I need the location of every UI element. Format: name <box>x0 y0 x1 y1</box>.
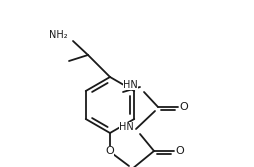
Text: O: O <box>176 146 184 156</box>
Text: HN: HN <box>119 122 134 132</box>
Text: HN: HN <box>123 80 138 90</box>
Text: NH₂: NH₂ <box>49 30 68 40</box>
Text: O: O <box>180 102 188 112</box>
Text: O: O <box>106 146 114 156</box>
